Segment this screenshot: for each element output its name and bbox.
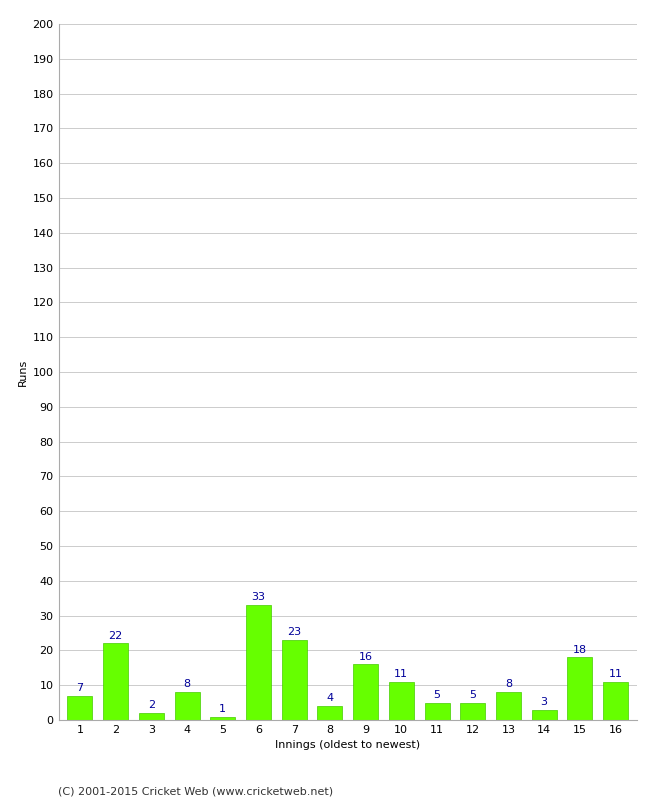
Text: 11: 11 [395, 669, 408, 679]
Bar [460, 702, 486, 720]
Bar [139, 713, 164, 720]
Bar [246, 605, 271, 720]
X-axis label: Innings (oldest to newest): Innings (oldest to newest) [275, 741, 421, 750]
Bar [353, 664, 378, 720]
Text: 18: 18 [573, 645, 587, 654]
Text: 22: 22 [109, 630, 123, 641]
Bar [103, 643, 128, 720]
Text: 4: 4 [326, 694, 333, 703]
Bar [210, 717, 235, 720]
Text: 16: 16 [359, 651, 372, 662]
Bar [567, 658, 592, 720]
Text: 3: 3 [541, 697, 548, 706]
Text: 8: 8 [505, 679, 512, 690]
Bar [281, 640, 307, 720]
Bar [389, 682, 414, 720]
Text: 8: 8 [183, 679, 190, 690]
Bar [424, 702, 450, 720]
Text: 33: 33 [252, 592, 265, 602]
Bar [496, 692, 521, 720]
Text: 11: 11 [608, 669, 623, 679]
Text: (C) 2001-2015 Cricket Web (www.cricketweb.net): (C) 2001-2015 Cricket Web (www.cricketwe… [58, 786, 333, 796]
Text: 1: 1 [219, 704, 226, 714]
Text: 5: 5 [434, 690, 441, 700]
Text: 2: 2 [148, 700, 155, 710]
Text: 23: 23 [287, 627, 301, 637]
Bar [317, 706, 343, 720]
Text: 5: 5 [469, 690, 476, 700]
Bar [68, 696, 92, 720]
Bar [175, 692, 200, 720]
Text: 7: 7 [76, 683, 83, 693]
Bar [532, 710, 556, 720]
Y-axis label: Runs: Runs [18, 358, 29, 386]
Bar [603, 682, 628, 720]
